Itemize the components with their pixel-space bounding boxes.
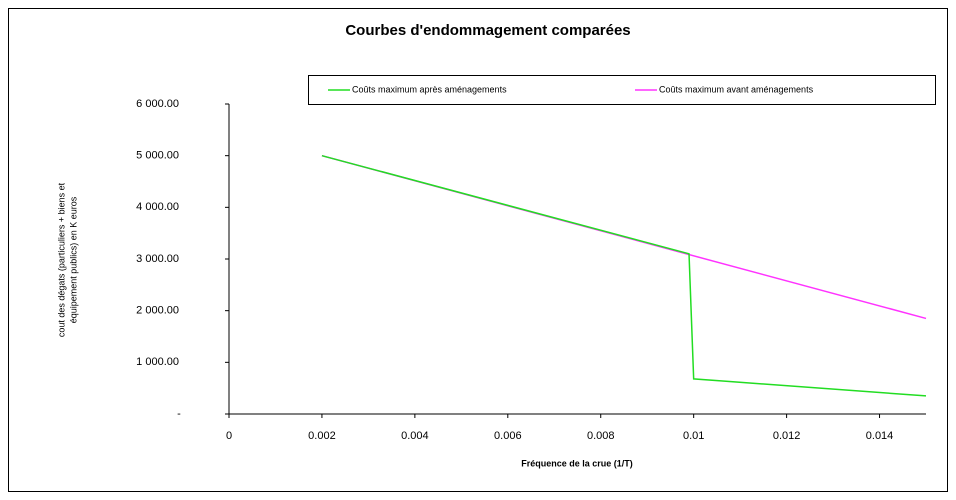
- x-tick-label: 0.008: [587, 430, 615, 442]
- y-tick-label: 4 000.00: [136, 201, 179, 213]
- x-tick-label: 0.012: [773, 430, 801, 442]
- y-tick-label: 2 000.00: [136, 305, 179, 317]
- y-axis-label-line: cout des dégats (particuliers + biens et: [56, 182, 66, 337]
- legend-box: [308, 75, 936, 105]
- y-axis-label-line: équipement publics) en K euros: [68, 196, 78, 323]
- x-axis-label: Fréquence de la crue (1/T): [521, 458, 633, 468]
- x-tick-label: 0.004: [401, 430, 429, 442]
- x-tick-label: 0.006: [494, 430, 522, 442]
- y-tick-label: 3 000.00: [136, 253, 179, 265]
- y-tick-label: 5 000.00: [136, 150, 179, 162]
- y-axis-label: cout des dégats (particuliers + biens et…: [56, 182, 78, 337]
- x-tick-label: 0: [226, 430, 232, 442]
- x-tick-label: 0.01: [683, 430, 704, 442]
- legend-label: Coûts maximum après aménagements: [352, 84, 507, 94]
- x-tick-label: 0.014: [866, 430, 894, 442]
- x-tick-label: 0.002: [308, 430, 336, 442]
- chart-title: Courbes d'endommagement comparées: [345, 22, 630, 39]
- legend-label: Coûts maximum avant aménagements: [659, 84, 814, 94]
- y-tick-label: 1 000.00: [136, 356, 179, 368]
- series-line: [321, 154, 927, 397]
- y-tick-label: 6 000.00: [136, 98, 179, 110]
- y-tick-label: -: [177, 408, 181, 420]
